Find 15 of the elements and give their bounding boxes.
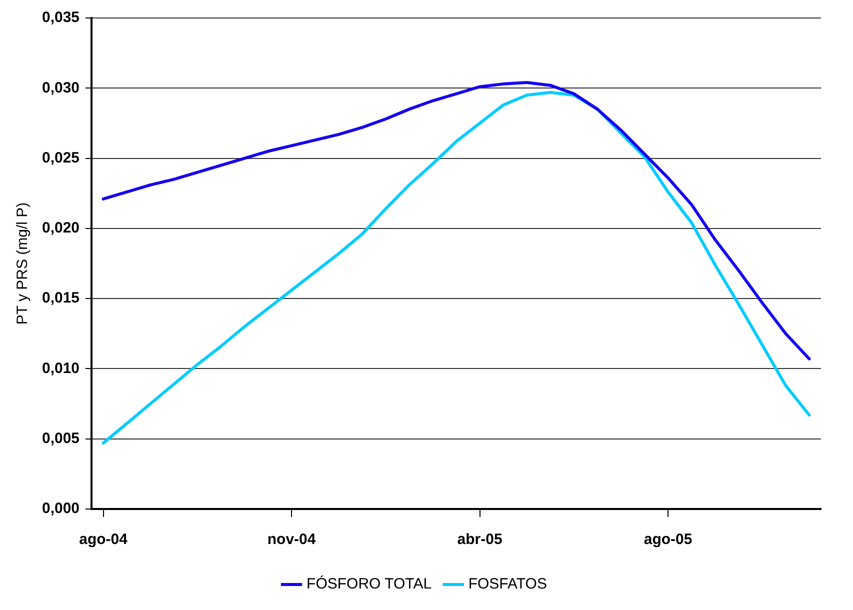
y-tick-label: 0,005 [42,430,80,447]
y-tick-label: 0,025 [42,149,80,166]
x-tick-label: abr-05 [457,531,502,548]
y-tick-label: 0,020 [42,220,80,237]
y-tick-label: 0,030 [42,79,80,96]
x-tick-label: ago-04 [79,531,128,548]
legend-label: FOSFATOS [468,576,547,593]
legend-label: FÓSFORO TOTAL [306,574,432,593]
x-tick-label: ago-05 [644,531,692,548]
y-tick-label: 0,010 [42,360,80,377]
x-tick-label: nov-04 [267,531,316,548]
y-tick-label: 0,000 [42,500,80,518]
y-tick-label: 0,015 [42,290,80,307]
y-axis-title: PT y PRS (mg/l P) [14,202,32,325]
y-tick-label: 0,035 [42,9,80,26]
